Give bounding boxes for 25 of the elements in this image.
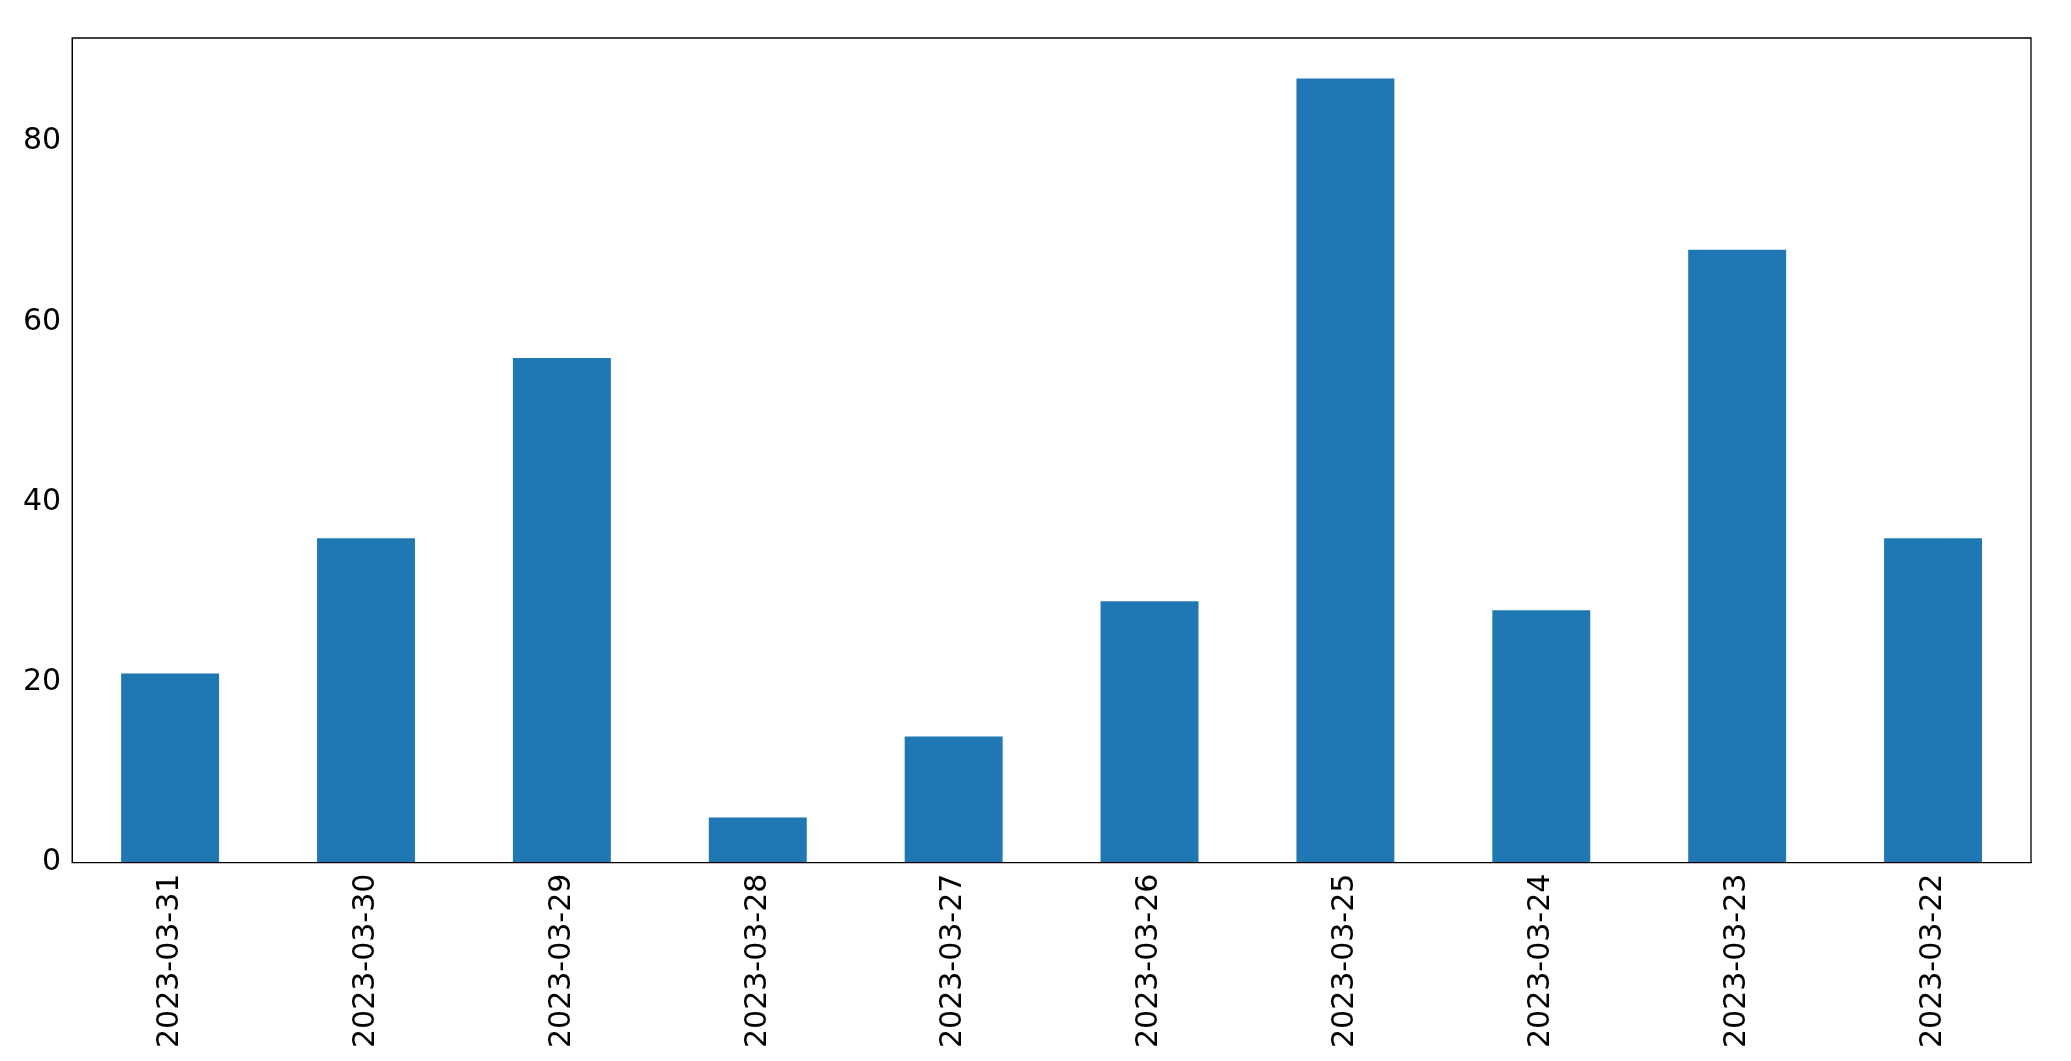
- bar: [1492, 610, 1591, 863]
- x-tick-label: 2023-03-24: [1521, 873, 1557, 1049]
- x-tick-label: 2023-03-26: [1129, 873, 1165, 1049]
- x-tick-label: 2023-03-30: [345, 873, 381, 1049]
- bar: [1100, 601, 1199, 863]
- x-tick-label: 2023-03-23: [1716, 873, 1752, 1049]
- bar: [904, 736, 1003, 863]
- y-tick-label: 0: [42, 842, 62, 878]
- y-tick-label: 40: [22, 481, 62, 517]
- bar: [1688, 249, 1787, 863]
- bar: [317, 538, 415, 863]
- y-tick-label: 80: [22, 121, 62, 157]
- x-tick-label: 2023-03-22: [1912, 873, 1948, 1049]
- bar: [1884, 538, 1983, 863]
- y-tick-label: 20: [22, 662, 62, 698]
- x-tick-label: 2023-03-28: [737, 873, 773, 1049]
- bar: [1296, 78, 1395, 863]
- x-tick-label: 2023-03-29: [541, 873, 577, 1049]
- bar: [512, 357, 611, 863]
- x-tick-label: 2023-03-31: [149, 873, 185, 1049]
- x-tick-label: 2023-03-25: [1325, 873, 1361, 1049]
- bar: [121, 673, 220, 863]
- x-tick-label: 2023-03-27: [933, 873, 969, 1049]
- bar: [708, 817, 807, 863]
- y-tick-label: 60: [22, 301, 62, 337]
